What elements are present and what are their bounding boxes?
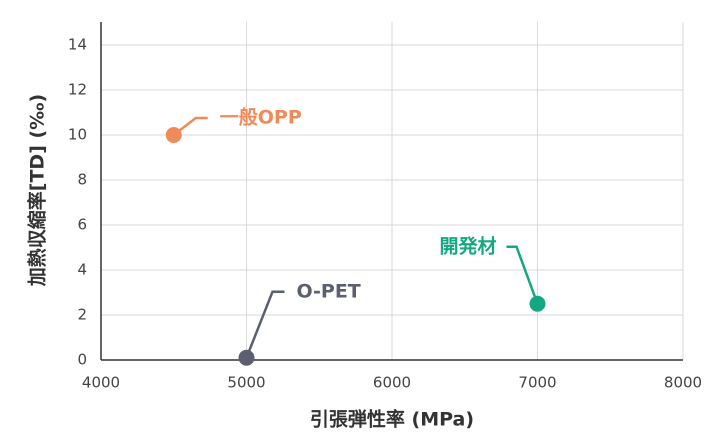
x-tick-label: 6000 <box>373 374 411 392</box>
leader-line <box>245 290 285 359</box>
y-tick-label: 10 <box>68 126 87 144</box>
point <box>238 349 255 366</box>
y-axis-title: 加熱収縮率[TD] (‰) <box>26 94 49 287</box>
point <box>165 127 182 143</box>
leader-line <box>506 245 539 305</box>
y-tick-label: 0 <box>77 351 87 369</box>
x-tick-label: 8000 <box>664 374 702 392</box>
y-tick-label: 14 <box>68 36 87 54</box>
x-axis-title: 引張弾性率 (MPa) <box>310 408 474 431</box>
y-tick-label: 12 <box>68 81 87 99</box>
leader-line <box>172 116 208 136</box>
y-tick-label: 6 <box>77 216 87 234</box>
y-tick-label: 8 <box>77 171 87 189</box>
point-label: O-PET <box>297 280 361 302</box>
x-tick-label: 5000 <box>227 374 265 392</box>
y-tick-label: 4 <box>77 261 87 279</box>
y-tick-label: 2 <box>77 306 87 324</box>
x-tick-label: 7000 <box>518 374 556 392</box>
point <box>529 295 546 312</box>
x-tick-label: 4000 <box>82 374 120 392</box>
point-label: 開発材 <box>439 234 496 257</box>
point-label: 一般OPP <box>220 106 302 129</box>
